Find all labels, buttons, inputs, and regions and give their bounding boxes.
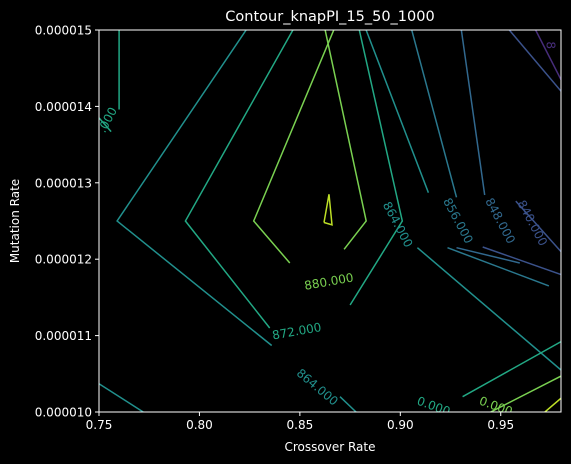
x-tick-label: 0.90 [387,418,414,432]
y-tick-label: 0.000011 [35,329,92,343]
x-tick-label: 0.95 [487,418,514,432]
contour-label: 8 [544,41,558,49]
y-tick-label: 0.000010 [35,406,92,420]
chart-title: Contour_knapPI_15_50_1000 [225,9,434,25]
y-tick-label: 0.000013 [35,176,92,190]
y-tick-label: 0.000014 [35,100,92,114]
x-tick-label: 0.75 [86,418,113,432]
x-tick-label: 0.80 [186,418,213,432]
x-tick-label: 0.85 [287,418,314,432]
plot-area [99,30,561,412]
y-tick-label: 0.000015 [35,24,92,38]
x-axis-title: Crossover Rate [285,440,376,454]
y-tick-label: 0.000012 [35,253,92,267]
y-axis-title: Mutation Rate [8,179,22,263]
